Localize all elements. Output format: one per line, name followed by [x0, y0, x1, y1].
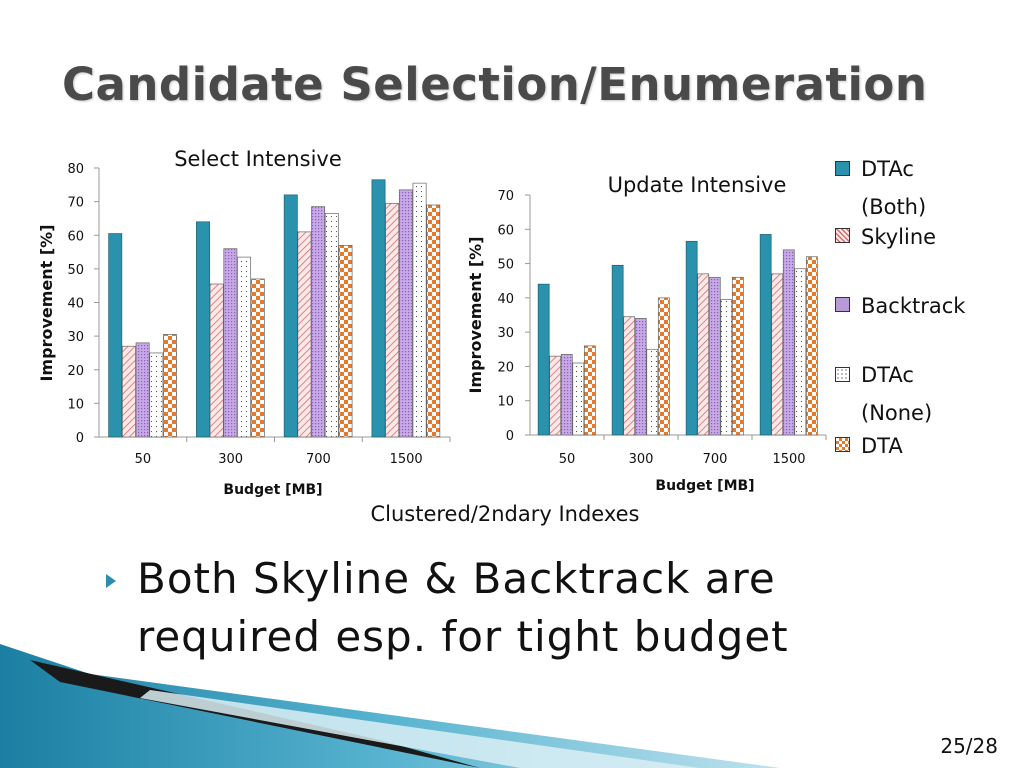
bar-backtrack-700 — [708, 276, 721, 436]
x-tick-label: 300 — [218, 452, 243, 467]
legend-swatch — [835, 367, 850, 382]
legend-swatch — [835, 228, 850, 243]
x-axis-label: Budget [MB] — [223, 482, 322, 498]
y-tick-label: 40 — [497, 292, 514, 307]
update-intensive-chart: Update Intensive Improvement [%] Budget … — [466, 173, 827, 494]
bar-dta-50 — [583, 345, 596, 436]
y-tick-label: 30 — [67, 330, 84, 345]
bar-backtrack-1500 — [398, 189, 413, 438]
y-tick-label: 50 — [497, 258, 514, 273]
y-tick-label: 0 — [506, 429, 514, 444]
y-tick-label: 80 — [67, 162, 84, 177]
y-tick-label: 0 — [76, 431, 84, 446]
x-tick-label: 300 — [629, 452, 654, 467]
bar-dta-700 — [731, 276, 744, 436]
bar-dtac-none-700 — [720, 299, 733, 436]
y-tick-label: 60 — [67, 229, 84, 244]
legend-label: DTAc (None) — [861, 363, 933, 425]
bar-dtac-both-1500 — [759, 234, 772, 436]
bar-dtac-both-700 — [283, 194, 298, 438]
bar-dta-1500 — [426, 204, 441, 438]
bar-dtac-none-50 — [149, 352, 164, 438]
bar-dta-300 — [657, 297, 670, 436]
figure-caption: Clustered/2ndary Indexes — [370, 502, 639, 526]
bar-dtac-both-300 — [611, 264, 624, 436]
y-tick-label: 60 — [497, 223, 514, 238]
y-tick-label: 70 — [67, 196, 84, 211]
bar-dtac-none-300 — [237, 256, 252, 438]
bar-dtac-none-1500 — [794, 268, 807, 436]
legend-label: Backtrack — [861, 294, 966, 318]
bar-dtac-none-50 — [572, 362, 585, 436]
bar-dta-1500 — [805, 256, 818, 436]
bar-dta-300 — [250, 278, 265, 438]
page-number: 25/28 — [940, 734, 998, 758]
y-tick-label: 20 — [67, 364, 84, 379]
bar-dtac-none-700 — [324, 213, 339, 438]
bar-dta-700 — [338, 244, 353, 438]
x-tick-label: 50 — [559, 452, 576, 467]
bar-dtac-both-300 — [196, 221, 210, 438]
x-tick-label: 50 — [135, 452, 152, 467]
bar-dtac-both-1500 — [371, 179, 386, 438]
bar-skyline-50 — [549, 355, 562, 436]
bar-skyline-300 — [623, 316, 636, 436]
bar-dtac-both-50 — [537, 283, 550, 436]
chart-title: Update Intensive — [608, 173, 787, 197]
footer-decoration — [0, 644, 780, 768]
bar-skyline-300 — [209, 283, 224, 438]
x-tick-label: 1500 — [390, 452, 423, 467]
bar-dtac-both-50 — [108, 233, 123, 438]
legend-label: DTAc (Both) — [861, 157, 927, 219]
legend-swatch — [835, 437, 850, 452]
y-tick-label: 20 — [497, 360, 514, 375]
bar-backtrack-700 — [311, 206, 326, 438]
x-tick-label: 700 — [703, 452, 728, 467]
bar-dtac-none-300 — [646, 348, 659, 436]
x-tick-label: 700 — [306, 452, 331, 467]
bar-skyline-1500 — [771, 273, 784, 436]
bar-dtac-none-1500 — [412, 182, 427, 438]
bar-skyline-50 — [121, 345, 136, 438]
legend-swatch — [835, 161, 850, 176]
legend-label: DTA — [861, 434, 903, 458]
bar-backtrack-300 — [223, 248, 238, 438]
y-tick-label: 10 — [497, 395, 514, 410]
y-axis-label: Improvement [%] — [466, 236, 485, 393]
bar-backtrack-50 — [560, 354, 573, 436]
bar-dtac-both-700 — [685, 240, 698, 436]
y-tick-label: 10 — [67, 397, 84, 412]
bar-backtrack-50 — [135, 342, 150, 438]
bar-backtrack-1500 — [782, 249, 795, 436]
bullet-text: Both Skyline & Backtrack are required es… — [137, 554, 789, 661]
y-tick-label: 50 — [67, 263, 84, 278]
y-tick-label: 30 — [497, 326, 514, 341]
slide-title: Candidate Selection/Enumeration — [62, 58, 928, 111]
bar-skyline-700 — [697, 273, 710, 436]
x-axis-label: Budget [MB] — [655, 478, 754, 494]
chart-title: Select Intensive — [174, 147, 342, 171]
bar-skyline-1500 — [385, 202, 400, 438]
y-axis-label: Improvement [%] — [37, 224, 56, 381]
legend-swatch — [835, 297, 850, 312]
y-tick-label: 70 — [497, 189, 514, 204]
bar-dta-50 — [163, 334, 177, 438]
y-tick-label: 40 — [67, 297, 84, 312]
select-intensive-chart: Select Intensive Improvement [%] Budget … — [37, 147, 451, 498]
x-tick-label: 1500 — [772, 452, 805, 467]
legend-label: Skyline — [861, 225, 937, 249]
bar-backtrack-300 — [634, 318, 647, 436]
bar-skyline-700 — [297, 231, 312, 438]
bullet-arrow-icon — [106, 574, 116, 588]
